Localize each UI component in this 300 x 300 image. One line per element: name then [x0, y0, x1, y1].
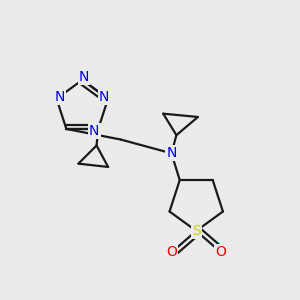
Text: O: O [166, 245, 177, 260]
Text: N: N [99, 90, 109, 104]
Text: N: N [55, 90, 65, 104]
Text: N: N [89, 124, 99, 138]
Text: N: N [79, 70, 89, 84]
Text: S: S [192, 224, 201, 238]
Text: O: O [216, 245, 226, 260]
Text: N: N [166, 146, 177, 160]
